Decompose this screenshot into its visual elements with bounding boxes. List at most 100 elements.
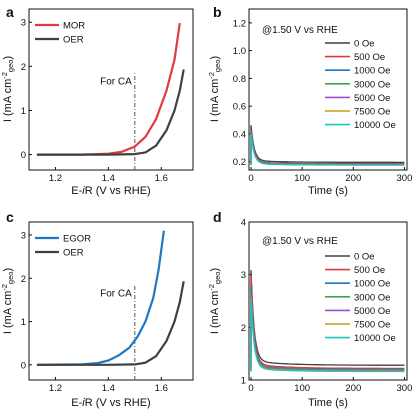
- y-tick-label: 0.2: [233, 157, 246, 168]
- ticks-b: 0 100 200 300 0.2 0.4 0.6 0.8 1.0 1.2: [233, 18, 413, 184]
- plot-frame-d: [248, 221, 408, 381]
- x-tick-label: 0: [248, 173, 253, 184]
- plot-frame-c: [28, 221, 194, 381]
- x-tick-label: 1.6: [155, 173, 168, 184]
- x-tick-label: 300: [397, 383, 413, 394]
- x-tick-label: 1.2: [49, 173, 62, 184]
- series-group-b: [250, 125, 405, 166]
- x-tick-label: 1.2: [49, 383, 62, 394]
- svg-text:I (mA cm-2geo): I (mA cm-2geo): [0, 56, 15, 122]
- y-tick-label: 3: [21, 230, 26, 241]
- legend-c: EGOR OER: [35, 234, 91, 259]
- y-axis-label-a: I (mA cm-2geo): [0, 56, 15, 122]
- legend-label: 0 Oe: [354, 39, 375, 50]
- x-tick-label: 1.4: [102, 383, 115, 394]
- x-tick-label: 1.6: [155, 383, 168, 394]
- series-line-mor: [36, 22, 181, 156]
- legend-label: 5000 Oe: [354, 306, 390, 317]
- x-tick-label: 200: [345, 383, 361, 394]
- annotation-potential-b: @1.50 V vs RHE: [262, 25, 338, 36]
- legend-label: OER: [63, 248, 84, 259]
- series-line-5000-oe: [250, 132, 405, 166]
- x-axis-label-d: Time (s): [308, 397, 348, 409]
- legend-label: OER: [63, 35, 84, 46]
- series-group-d: [250, 270, 405, 373]
- x-tick-label: 100: [294, 383, 310, 394]
- legend-label: 10000 Oe: [354, 333, 396, 344]
- panel-b: b I (mA cm-2geo) Time (s) @1.50 V vs RHE…: [207, 4, 412, 197]
- panel-label-a: a: [6, 4, 14, 20]
- legend-label: 0 Oe: [354, 252, 375, 263]
- annotation-for-ca-a: For CA: [100, 77, 132, 88]
- x-tick-label: 300: [397, 173, 413, 184]
- series-line-500-oe: [250, 275, 405, 370]
- panel-label-d: d: [213, 209, 222, 225]
- ticks-d: 0 100 200 300 1 2 3 4: [241, 218, 413, 395]
- legend-label: 1000 Oe: [354, 66, 390, 77]
- ticks-a: 1.2 1.4 1.6 0 1 2 3: [21, 18, 168, 184]
- series-group-a: [36, 22, 185, 156]
- legend-d: 0 Oe 500 Oe 1000 Oe 3000 Oe 5000 Oe 7500 Oe 10…: [325, 252, 396, 344]
- series-line-3000-oe: [250, 291, 405, 371]
- y-tick-label: 0.6: [233, 102, 246, 113]
- series-line-500-oe: [250, 129, 405, 165]
- legend-label: 3000 Oe: [354, 79, 390, 90]
- svg-text:I (mA cm-2geo): I (mA cm-2geo): [0, 268, 15, 334]
- y-tick-label: 1: [241, 376, 246, 387]
- legend-label: 500 Oe: [354, 52, 385, 63]
- x-tick-label: 0: [248, 383, 253, 394]
- legend-label: 3000 Oe: [354, 292, 390, 303]
- panel-a: a I (mA cm-2geo) E-iR (V vs RHE) 1.2 1.4 1…: [0, 4, 194, 197]
- panel-label-c: c: [6, 209, 14, 225]
- series-line-10000-oe: [250, 300, 405, 373]
- y-tick-label: 1.2: [233, 18, 246, 29]
- y-tick-label: 1: [21, 106, 26, 117]
- series-line-3000-oe: [250, 132, 405, 166]
- series-group-c: [36, 230, 185, 366]
- legend-a: MOR OER: [35, 21, 85, 46]
- series-line-oer: [36, 281, 185, 366]
- annotation-for-ca-c: For CA: [100, 288, 132, 299]
- legend-label: 500 Oe: [354, 265, 385, 276]
- y-axis-label-d: I (mA cm-2geo): [207, 268, 222, 334]
- series-line-0-oe: [250, 270, 405, 366]
- panel-c: c I (mA cm-2geo) E-iR (V vs RHE) 1.2 1.4 1…: [0, 209, 194, 409]
- plot-frame-b: [248, 8, 408, 171]
- plot-frame-a: [28, 8, 194, 171]
- y-tick-label: 1: [21, 317, 26, 328]
- panel-d: d I (mA cm-2geo) Time (s) @1.50 V vs RHE…: [207, 209, 412, 409]
- y-tick-label: 0: [21, 150, 26, 161]
- y-tick-label: 3: [21, 18, 26, 29]
- legend-label: 7500 Oe: [354, 107, 390, 118]
- legend-label: EGOR: [63, 234, 91, 245]
- legend-label: MOR: [63, 21, 85, 32]
- panel-label-b: b: [213, 4, 222, 20]
- y-tick-label: 2: [21, 62, 26, 73]
- series-line-0-oe: [250, 125, 405, 164]
- svg-text:I (mA cm-2geo): I (mA cm-2geo): [207, 56, 222, 122]
- legend-label: 5000 Oe: [354, 93, 390, 104]
- x-axis-label-a: E-iR (V vs RHE): [71, 185, 150, 197]
- x-tick-label: 100: [294, 173, 310, 184]
- y-tick-label: 2: [21, 274, 26, 285]
- series-line-10000-oe: [250, 133, 405, 166]
- x-axis-label-c: E-iR (V vs RHE): [71, 397, 150, 409]
- y-axis-label-b: I (mA cm-2geo): [207, 56, 222, 122]
- legend-label: 7500 Oe: [354, 320, 390, 331]
- y-tick-label: 3: [241, 270, 246, 281]
- annotation-potential-d: @1.50 V vs RHE: [262, 236, 338, 247]
- svg-text:I (mA cm-2geo): I (mA cm-2geo): [207, 268, 222, 334]
- y-tick-label: 0.4: [233, 129, 246, 140]
- x-axis-label-b: Time (s): [308, 185, 348, 197]
- y-tick-label: 0.8: [233, 74, 246, 85]
- legend-b: 0 Oe 500 Oe 1000 Oe 3000 Oe 5000 Oe 7500 Oe 10…: [325, 39, 396, 131]
- y-tick-label: 2: [241, 323, 246, 334]
- series-line-oer: [36, 69, 185, 156]
- series-line-7500-oe: [250, 133, 405, 166]
- x-tick-label: 200: [345, 173, 361, 184]
- y-tick-label: 1.0: [233, 46, 246, 57]
- x-tick-label: 1.4: [102, 173, 115, 184]
- ticks-c: 1.2 1.4 1.6 0 1 2 3: [21, 230, 168, 394]
- legend-label: 1000 Oe: [354, 279, 390, 290]
